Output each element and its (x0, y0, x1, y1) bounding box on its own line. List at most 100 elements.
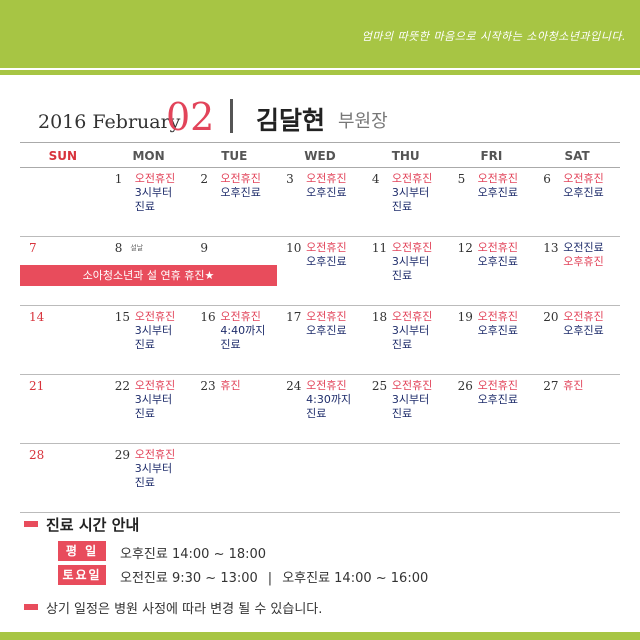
schedule-note: 오전휴진 3시부터 진료 (135, 310, 175, 352)
day-number-text: 9 (200, 241, 209, 255)
day-header-fri: FRI (480, 149, 503, 163)
schedule-line: 오전휴진 (220, 310, 261, 323)
footnote-text: 상기 일정은 병원 사정에 따라 변경 될 수 있습니다. (46, 602, 323, 617)
schedule-note: 휴진 (563, 379, 583, 393)
calendar-week-row: 14 15 오전휴진 3시부터 진료 16 오전휴진 4:40까지 진료 17 오전휴진 오후진료 18… (20, 306, 620, 375)
schedule-note: 오전휴진 3시부터 진료 (392, 310, 432, 352)
schedule-note: 오전휴진 오후진료 (478, 310, 518, 338)
footnote-bullet-icon (24, 604, 38, 610)
calendar-day-cell: 15 오전휴진 3시부터 진료 (106, 306, 192, 375)
day-header-mon: MON (132, 149, 165, 163)
schedule-line: 오전휴진 (134, 172, 176, 185)
day-number: 14 (29, 310, 44, 324)
schedule-line: 3시부터 (391, 255, 430, 268)
day-number: 7 (29, 241, 37, 255)
schedule-line: 진료 (391, 269, 413, 282)
calendar-day-cell: 10 오전휴진 오후진료 (277, 237, 363, 306)
schedule-line: 오전휴진 (477, 241, 519, 254)
day-number-text: 3 (286, 172, 294, 186)
schedule-line: 진료 (391, 200, 413, 213)
schedule-line: 3시부터 (134, 393, 173, 406)
schedule-line: 오후진료 (563, 186, 604, 199)
day-number: 13 (543, 241, 558, 255)
schedule-note: 오전휴진 4:40까지 진료 (220, 310, 265, 352)
schedule-line: 오전휴진 (134, 379, 176, 392)
day-number-text: 12 (457, 241, 473, 255)
title-month-number: 02 (166, 95, 215, 139)
calendar-week-row: 1 오전휴진 3시부터 진료 2 오전휴진 오후진료 3 오전휴진 오후진료 4 오전휴진 3시부터 진료… (20, 168, 620, 237)
top-banner-divider (0, 68, 640, 70)
day-number-text: 16 (200, 310, 216, 324)
schedule-line: 진료 (391, 338, 413, 351)
calendar-week-row: 28 29 오전휴진 3시부터 진료 (20, 444, 620, 513)
schedule-line: 오전휴진 (563, 310, 604, 323)
calendar-day-cell: 14 (20, 306, 106, 375)
day-number-text: 26 (457, 379, 473, 393)
day-number-text: 19 (457, 310, 473, 324)
schedule-line: 3시부터 (134, 324, 173, 337)
day-header-wed: WED (304, 149, 336, 163)
calendar-grid: SUN MON TUE WED THU FRI SAT 1 오전휴진 3시부터 진료 2 오전휴진 오후… (20, 142, 620, 513)
schedule-note: 오전휴진 오후진료 (220, 172, 260, 200)
holiday-closure-banner: 소아청소년과 설 연휴 휴진★ (20, 265, 277, 286)
bottom-banner (0, 632, 640, 640)
schedule-line: 오전휴진 (391, 241, 433, 254)
day-number-text: 21 (29, 379, 45, 393)
schedule-note: 오전휴진 3시부터 진료 (135, 379, 175, 421)
day-number: 20 (543, 310, 558, 324)
calendar-day-cell: 28 (20, 444, 106, 513)
schedule-line: 오전휴진 (391, 379, 433, 392)
schedule-line: 오전휴진 (391, 310, 433, 323)
calendar-day-cell: 19 오전휴진 오후진료 (449, 306, 535, 375)
doctor-role: 부원장 (338, 111, 388, 132)
schedule-line: 진료 (134, 338, 155, 351)
calendar-day-cell: 4 오전휴진 3시부터 진료 (363, 168, 449, 237)
schedule-note: 오전휴진 오후진료 (478, 379, 518, 407)
schedule-line: 오전휴진 (477, 172, 519, 185)
day-number: 15 (115, 310, 130, 324)
schedule-line: 오전휴진 (306, 241, 347, 254)
calendar-day-cell: 23 휴진 (191, 375, 277, 444)
calendar-day-cell: 1 오전휴진 3시부터 진료 (106, 168, 192, 237)
schedule-note: 오전휴진 4:30까지 진료 (306, 379, 351, 421)
holiday-label: 설날 (130, 244, 144, 252)
day-number-text: 4 (371, 172, 380, 186)
schedule-line: 3시부터 (391, 324, 430, 337)
day-number-text: 11 (371, 241, 388, 255)
calendar-day-cell: 5 오전휴진 오후진료 (449, 168, 535, 237)
schedule-line: 진료 (134, 407, 155, 420)
schedule-note: 오전휴진 3시부터 진료 (392, 172, 432, 214)
day-header-thu: THU (391, 149, 420, 163)
calendar-day-cell: 20 오전휴진 오후진료 (534, 306, 620, 375)
calendar-day-cell: 22 오전휴진 3시부터 진료 (106, 375, 192, 444)
slogan-text: 엄마의 따뜻한 마음으로 시작하는 소아청소년과입니다. (361, 30, 626, 43)
calendar-day-cell: 24 오전휴진 4:30까지 진료 (277, 375, 363, 444)
schedule-line: 4:30까지 (306, 393, 352, 406)
day-number-text: 22 (114, 379, 130, 393)
day-number-text: 2 (200, 172, 209, 186)
day-number: 6 (543, 172, 551, 186)
schedule-note: 오전휴진 오후진료 (478, 241, 518, 269)
calendar-day-cell: 18 오전휴진 3시부터 진료 (363, 306, 449, 375)
day-number-text: 29 (114, 448, 130, 462)
day-number-text: 18 (371, 310, 388, 324)
day-number-text: 7 (29, 241, 37, 255)
day-number: 22 (115, 379, 130, 393)
day-number-text: 14 (29, 310, 45, 324)
day-number: 17 (286, 310, 301, 324)
day-number: 16 (200, 310, 215, 324)
day-number-text: 13 (543, 241, 559, 255)
schedule-line: 진료 (134, 476, 155, 489)
calendar-day-cell (20, 168, 106, 237)
schedule-line: 휴진 (563, 379, 584, 392)
schedule-line: 오후진료 (306, 255, 347, 268)
saturday-badge: 토요일 (58, 565, 106, 585)
day-number-text: 6 (543, 172, 551, 186)
calendar-week-row: 21 22 오전휴진 3시부터 진료 23 휴진 24 오전휴진 4:30까지 진료 25 오전휴진 3시… (20, 375, 620, 444)
schedule-note: 오전휴진 오후진료 (563, 310, 603, 338)
saturday-morning-hours: 오전진료 9:30 ~ 13:00 (120, 571, 258, 586)
day-number: 19 (458, 310, 473, 324)
calendar-day-cell: 17 오전휴진 오후진료 (277, 306, 363, 375)
saturday-hours-separator: | (267, 571, 273, 586)
day-number: 18 (372, 310, 387, 324)
